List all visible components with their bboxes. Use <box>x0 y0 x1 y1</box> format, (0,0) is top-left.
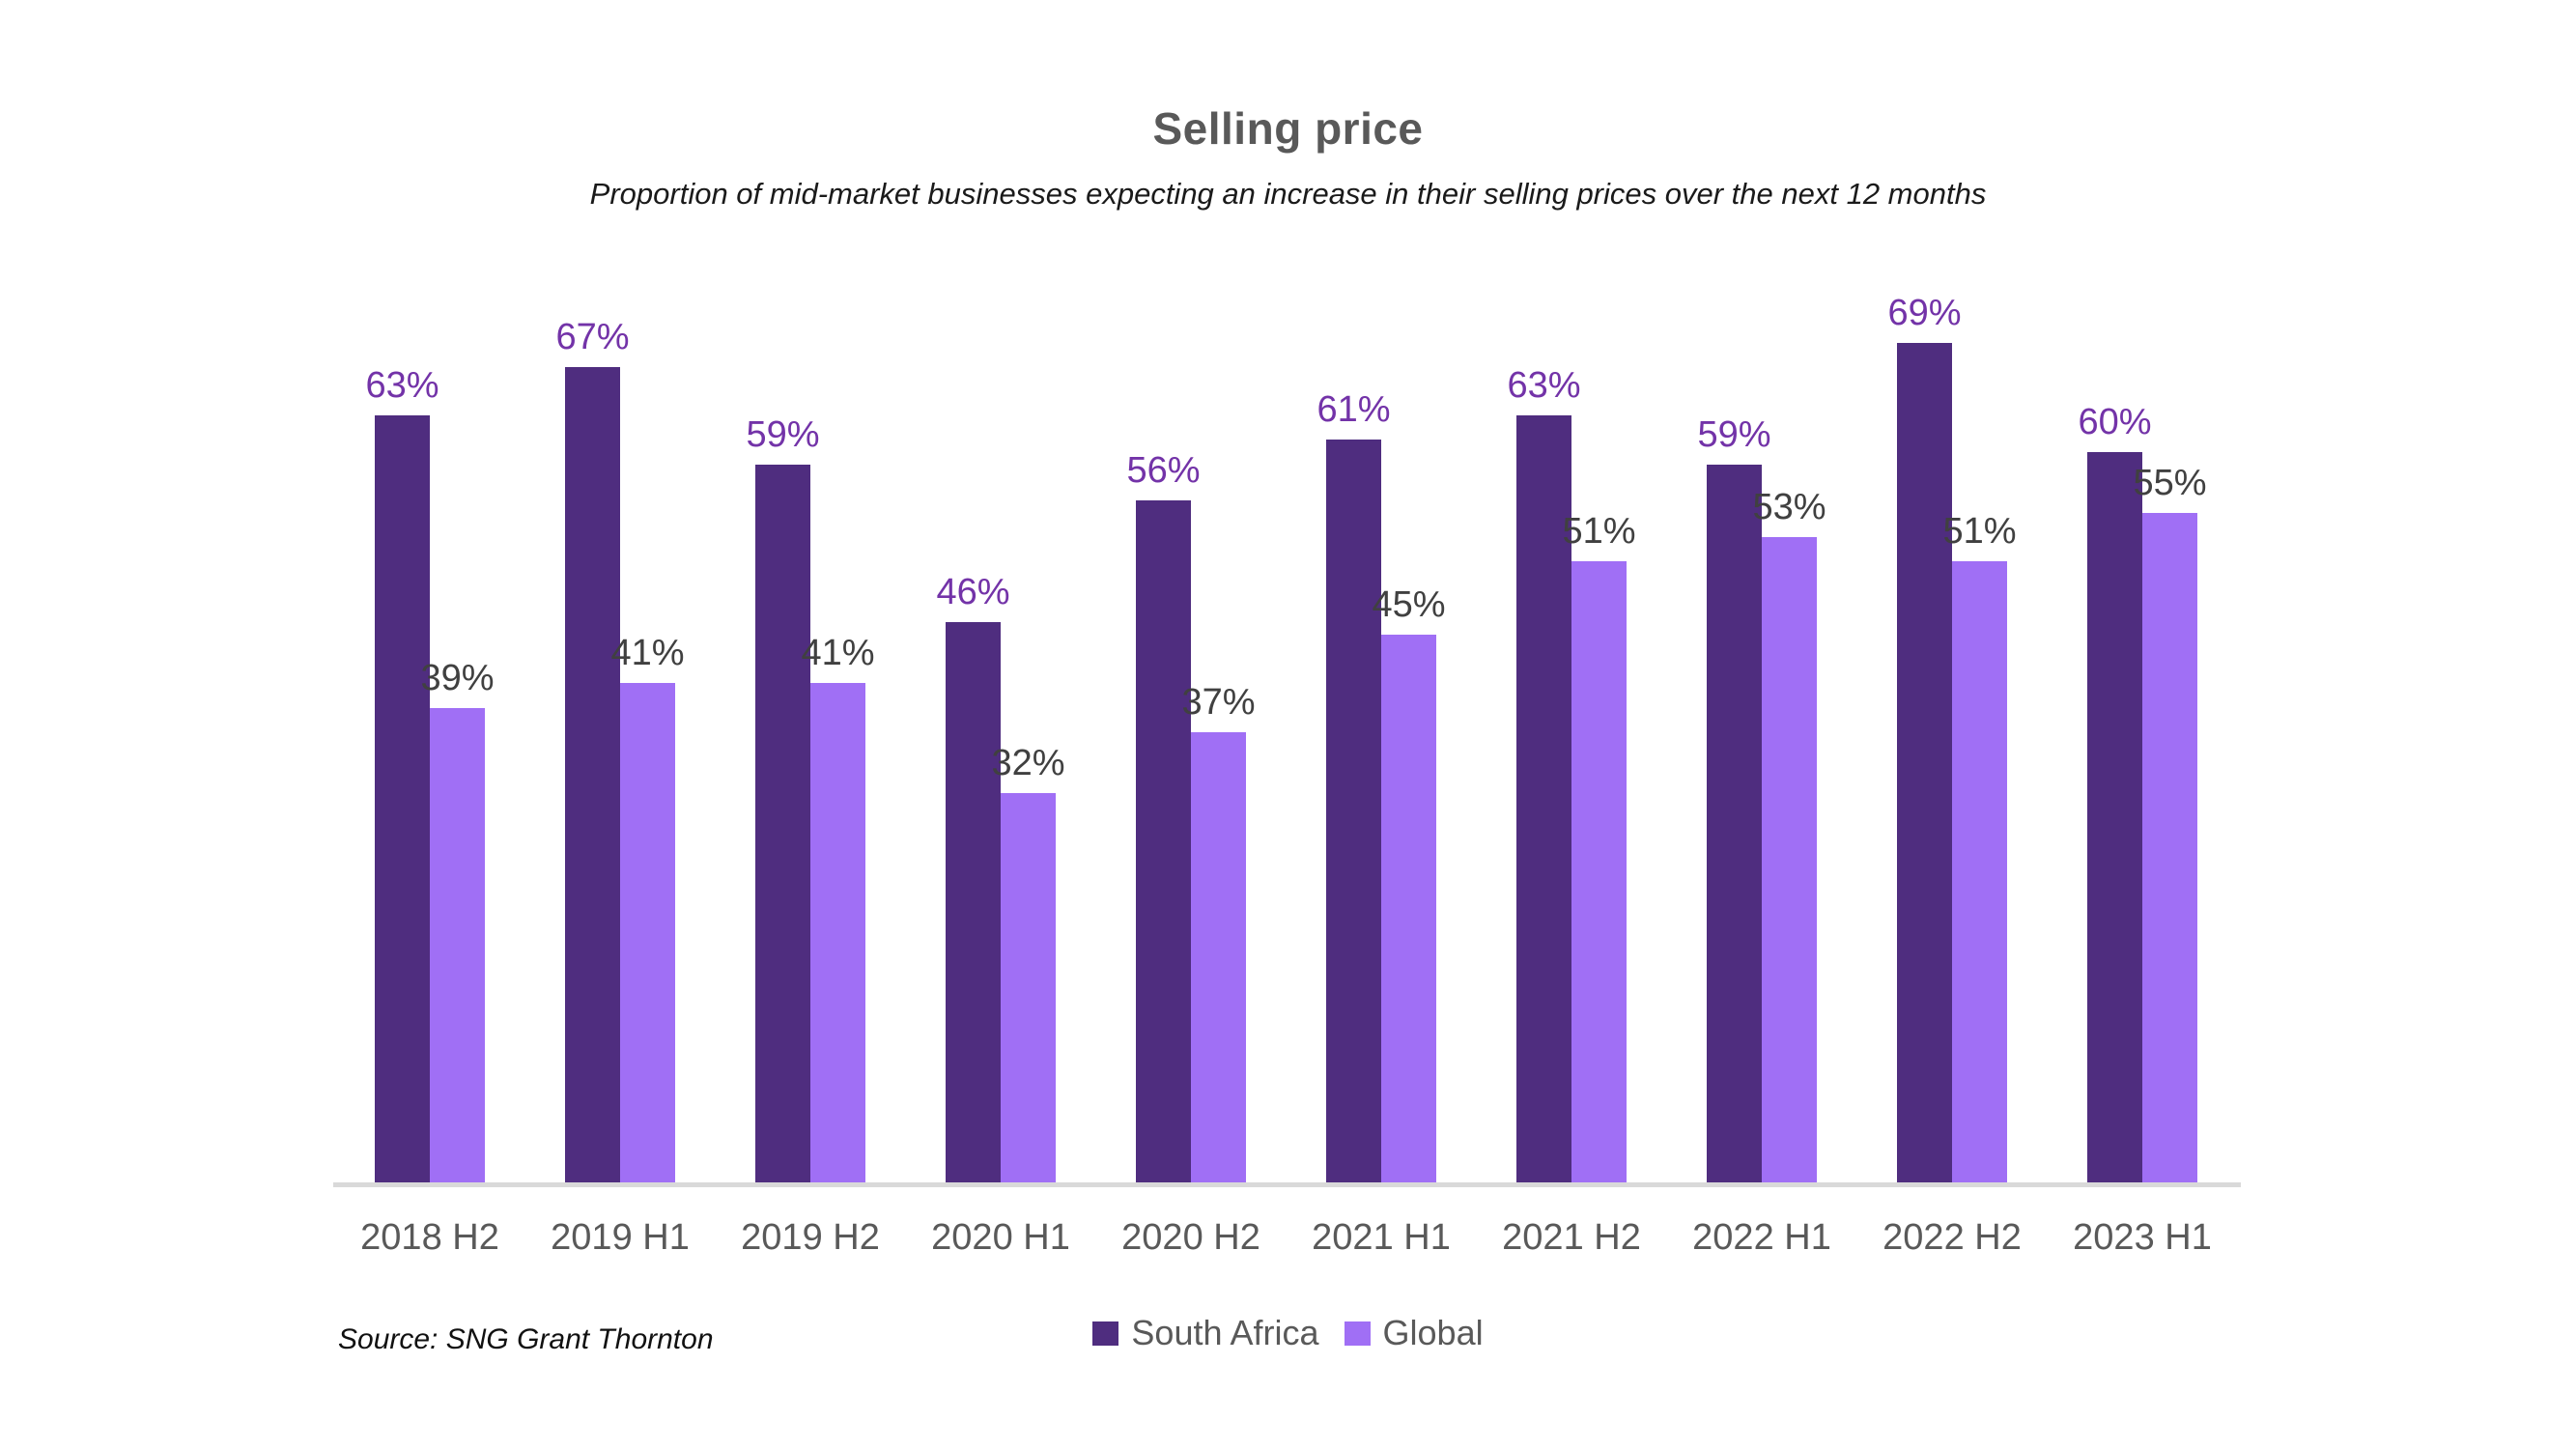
x-tick-label: 2020 H1 <box>931 1217 1070 1258</box>
bar-group-2020-h1: 46% 32% 2020 H1 <box>931 332 1070 1256</box>
south-africa-value-label: 56% <box>1126 450 1201 491</box>
south-africa-value-label: 69% <box>1887 293 1962 333</box>
x-tick-label: 2021 H1 <box>1312 1217 1451 1258</box>
global-bar <box>430 708 485 1182</box>
x-tick-label: 2022 H2 <box>1882 1217 2022 1258</box>
legend-item-south-africa: South Africa <box>1092 1313 1319 1352</box>
south-africa-bar <box>1897 343 1952 1182</box>
x-tick-label: 2019 H2 <box>741 1217 880 1258</box>
chart-subtitle: Proportion of mid-market businesses expe… <box>589 177 1987 211</box>
global-value-label: 51% <box>1942 511 2017 552</box>
south-africa-bar <box>1707 465 1762 1182</box>
global-value-label: 41% <box>801 633 875 673</box>
south-africa-value-label: 63% <box>365 365 439 406</box>
legend-label-south-africa: South Africa <box>1131 1313 1319 1352</box>
bar-group-2018-h2: 63% 39% 2018 H2 <box>360 332 499 1256</box>
global-value-label: 51% <box>1562 511 1636 552</box>
x-tick-label: 2018 H2 <box>360 1217 499 1258</box>
global-value-label: 55% <box>2133 463 2207 503</box>
south-africa-bar <box>946 622 1001 1182</box>
south-africa-bar <box>755 465 810 1182</box>
south-africa-value-label: 59% <box>1697 414 1771 455</box>
legend-item-global: Global <box>1344 1313 1484 1352</box>
x-tick-label: 2021 H2 <box>1502 1217 1641 1258</box>
south-africa-value-label: 67% <box>555 317 630 357</box>
south-africa-bar <box>565 367 620 1182</box>
legend-label-global: Global <box>1382 1313 1484 1352</box>
global-bar <box>1191 732 1246 1182</box>
south-africa-value-label: 63% <box>1507 365 1581 406</box>
global-swatch-icon <box>1344 1321 1371 1346</box>
south-africa-value-label: 61% <box>1316 389 1391 430</box>
global-bar <box>2142 513 2197 1182</box>
global-value-label: 53% <box>1752 487 1826 527</box>
global-value-label: 45% <box>1372 584 1446 625</box>
global-bar <box>1952 561 2007 1182</box>
bar-group-2019-h1: 67% 41% 2019 H1 <box>551 319 690 1256</box>
bar-group-2021-h2: 63% 51% 2021 H2 <box>1502 332 1641 1256</box>
global-value-label: 37% <box>1181 682 1256 723</box>
south-africa-bar <box>375 415 430 1182</box>
south-africa-value-label: 60% <box>2078 402 2152 442</box>
global-bar <box>1381 635 1436 1182</box>
global-value-label: 39% <box>420 658 495 698</box>
chart-title: Selling price <box>1152 103 1424 154</box>
x-tick-label: 2020 H2 <box>1121 1217 1260 1258</box>
bar-group-2019-h2: 59% 41% 2019 H2 <box>741 332 880 1256</box>
bar-group-2021-h1: 61% 45% 2021 H1 <box>1312 332 1451 1256</box>
global-bar <box>620 683 675 1182</box>
x-tick-label: 2023 H1 <box>2073 1217 2212 1258</box>
south-africa-bar <box>1516 415 1571 1182</box>
bar-chart-plot-area: 63% 39% 2018 H2 67% 41% 2019 H1 59% 41% 2019 H2 4… <box>333 295 2241 1256</box>
global-value-label: 41% <box>610 633 685 673</box>
bar-group-2022-h2: 69% 51% 2022 H2 <box>1882 295 2022 1256</box>
bar-group-2023-h1: 60% 55% 2023 H1 <box>2073 332 2212 1256</box>
x-axis-line <box>333 1182 2241 1187</box>
chart-legend: South Africa Global <box>0 1316 2576 1350</box>
south-africa-swatch-icon <box>1092 1321 1119 1346</box>
global-value-label: 32% <box>991 743 1065 783</box>
x-tick-label: 2019 H1 <box>551 1217 690 1258</box>
south-africa-value-label: 46% <box>936 572 1010 612</box>
bar-group-2022-h1: 59% 53% 2022 H1 <box>1692 332 1831 1256</box>
global-bar <box>1571 561 1627 1182</box>
global-bar <box>1762 537 1817 1182</box>
south-africa-bar <box>1326 440 1381 1182</box>
south-africa-value-label: 59% <box>746 414 820 455</box>
south-africa-bar <box>1136 500 1191 1182</box>
bar-group-2020-h2: 56% 37% 2020 H2 <box>1121 332 1260 1256</box>
source-note: Source: SNG Grant Thornton <box>338 1323 714 1355</box>
global-bar <box>1001 793 1056 1182</box>
south-africa-bar <box>2087 452 2142 1182</box>
x-tick-label: 2022 H1 <box>1692 1217 1831 1258</box>
global-bar <box>810 683 865 1182</box>
